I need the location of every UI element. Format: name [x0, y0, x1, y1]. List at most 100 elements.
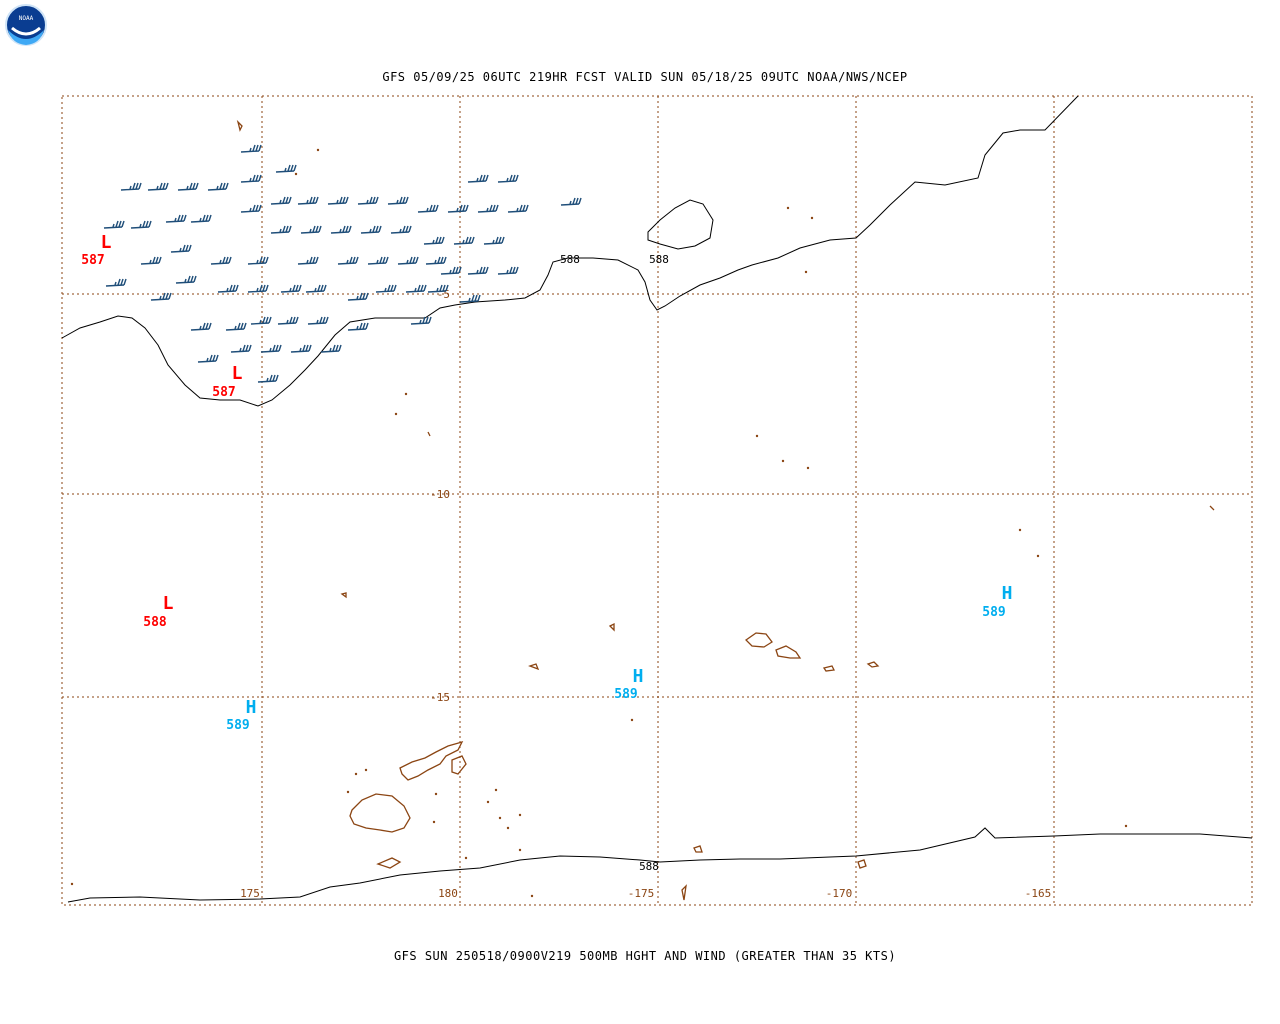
wind-barb — [427, 284, 449, 293]
wind-barb — [320, 344, 342, 353]
wind-barb — [297, 256, 319, 265]
wind-barb — [270, 196, 292, 205]
wind-barb — [307, 316, 329, 325]
wind-barb — [210, 256, 232, 265]
island-tiny-6 — [857, 859, 867, 869]
low-system: L 588 — [143, 593, 173, 630]
wind-barb — [120, 182, 142, 191]
wind-barb — [130, 220, 152, 229]
wind-barb — [305, 284, 327, 293]
low-value: 587 — [212, 385, 235, 400]
lon-label: -170 — [826, 887, 853, 900]
low-value: 588 — [143, 615, 167, 630]
wind-barb — [280, 284, 302, 293]
wind-barb — [417, 204, 439, 213]
wind-barb — [177, 182, 199, 191]
wind-barb — [270, 225, 292, 234]
island-tiny-8 — [236, 119, 243, 132]
low-marker: L — [232, 363, 243, 384]
wind-barb — [410, 316, 432, 325]
wind-barb — [330, 225, 352, 234]
wind-barb — [459, 294, 481, 303]
island-samoa-savaii — [744, 632, 773, 648]
wind-barb — [297, 196, 319, 205]
wind-barb — [405, 284, 427, 293]
wind-barb — [357, 196, 379, 205]
wind-barb — [225, 322, 247, 331]
island-fiji-viti-levu — [349, 793, 411, 833]
wind-barb — [197, 354, 219, 363]
island-samoa-upolu — [775, 645, 802, 659]
lon-label: -175 — [628, 887, 655, 900]
wind-barb — [150, 292, 172, 301]
pressure-systems: L 587 L 587 L 588 H 589 H 589 H 589 — [81, 232, 1012, 733]
low-system: L 587 — [212, 363, 242, 400]
wind-barb — [375, 284, 397, 293]
low-value: 587 — [81, 253, 104, 268]
wind-barb — [327, 196, 349, 205]
low-marker: L — [101, 232, 112, 253]
wind-barb — [497, 174, 519, 183]
noaa-logo: NOAA — [5, 4, 47, 46]
wind-barb — [507, 204, 529, 213]
wind-barb — [337, 256, 359, 265]
island-tiny-7 — [681, 884, 687, 901]
coastlines — [236, 119, 1215, 901]
high-system: H 589 — [226, 697, 256, 733]
wind-barb — [260, 344, 282, 353]
wind-barb — [347, 292, 369, 301]
lat-lon-grid — [62, 96, 1252, 905]
map-frame — [61, 95, 1253, 906]
wind-barb — [390, 225, 412, 234]
wind-barb — [467, 266, 489, 275]
wind-barb — [240, 174, 262, 183]
island-tiny-1 — [866, 661, 880, 668]
wind-barb — [103, 220, 125, 229]
contour-label: 588 — [560, 253, 580, 266]
wind-barb — [467, 174, 489, 183]
wind-barb — [453, 236, 475, 245]
wind-barb — [300, 225, 322, 234]
latitude-labels: -5 -10 -15 — [430, 288, 450, 704]
low-system: L 587 — [81, 232, 111, 268]
island-small — [376, 857, 402, 869]
wind-barb — [397, 256, 419, 265]
wind-barb — [230, 344, 252, 353]
noaa-logo-text: NOAA — [19, 15, 34, 22]
wind-barb — [560, 197, 582, 206]
wind-barb — [165, 214, 187, 223]
island-tutuila — [822, 665, 835, 672]
lat-label: -10 — [430, 488, 450, 501]
lon-label: -165 — [1025, 887, 1052, 900]
map-caption: GFS SUN 250518/0900V219 500MB HGHT AND W… — [394, 949, 896, 963]
height-contours — [61, 95, 1253, 903]
wind-barb — [425, 256, 447, 265]
contour-588-closed — [647, 199, 714, 250]
wind-barb — [175, 275, 197, 284]
island-tiny-3 — [608, 622, 615, 632]
longitude-labels: 175 180 -175 -170 -165 — [240, 887, 1051, 900]
contour-label: 588 — [649, 253, 669, 266]
high-marker: H — [633, 666, 644, 687]
wind-barb — [240, 204, 262, 213]
lat-label: -15 — [430, 691, 450, 704]
wind-barb — [170, 244, 192, 253]
wind-barb — [190, 214, 212, 223]
high-marker: H — [246, 697, 257, 718]
wind-barb — [367, 256, 389, 265]
island-fiji-vanua-levu — [399, 740, 464, 781]
wind-barb — [497, 266, 519, 275]
lon-label: 180 — [438, 887, 458, 900]
wind-barb — [257, 374, 279, 383]
wind-barb — [247, 284, 269, 293]
contour-labels: 588 588 588 — [560, 253, 669, 873]
wind-barbs — [103, 144, 582, 383]
island-tiny-10 — [1209, 505, 1215, 511]
island-tiny-5 — [693, 845, 703, 853]
island-tiny-9 — [427, 431, 431, 437]
small-islets — [70, 148, 1128, 898]
low-marker: L — [163, 593, 174, 614]
high-system: H 589 — [614, 666, 643, 702]
island-tiny-2 — [528, 663, 540, 671]
